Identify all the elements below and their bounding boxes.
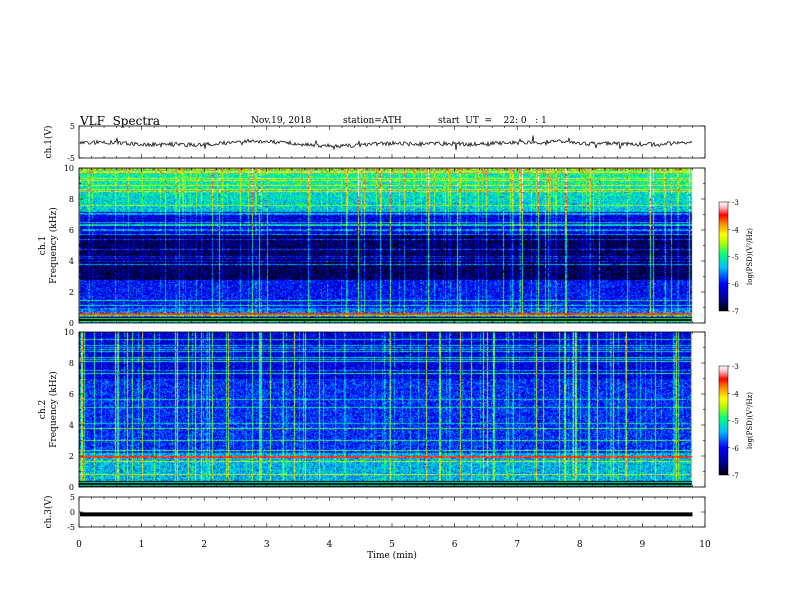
ch1-waveform-ylabel: ch.1(V) <box>43 126 54 159</box>
header-station: station=ATH <box>343 116 402 126</box>
ch3-waveform-ylabel-line: ch.3(V) <box>43 496 54 529</box>
ch1-spectrogram-ytick-label: 6 <box>69 226 74 235</box>
ch1-spectrogram-ytick-label: 0 <box>69 319 74 328</box>
ch3-waveform-xtick-label: 4 <box>327 540 333 550</box>
ch1-waveform-trace <box>79 135 693 151</box>
ch3-waveform-xtick-label: 8 <box>577 540 583 550</box>
ch1-spectrogram-ytick-label: 2 <box>69 288 74 297</box>
ch1-spectrogram-ylabel-line: ch.1 <box>38 236 48 255</box>
ch3-waveform-xtick-label: 6 <box>452 540 458 550</box>
ch2-spectrogram-colorbar-label: log(PSD)(V²/Hz) <box>746 392 754 449</box>
ch1-spectrogram-ytick-label: 10 <box>64 164 74 173</box>
ch2-spectrogram-colorbar-tick-label: -3 <box>732 363 739 371</box>
ch1-waveform-ytick-label: 5 <box>70 122 75 131</box>
ch2-spectrogram-ytick-label: 10 <box>64 328 74 337</box>
ch3-waveform-xtick-label: 0 <box>76 540 82 550</box>
ch2-spectrogram-colorbar-tick-label: -6 <box>732 445 739 453</box>
ch3-waveform-ytick-label: 0 <box>70 508 75 517</box>
ch3-waveform-xtick-label: 10 <box>699 540 711 550</box>
ch1-spectrogram-colorbar-tick-label: -7 <box>732 308 739 316</box>
ch2-spectrogram-ytick-label: 4 <box>69 421 74 430</box>
ch1-spectrogram-colorbar-tick-label: -4 <box>732 226 739 234</box>
ch2-spectrogram-colorbar-tick-label: -5 <box>732 418 739 426</box>
ch3-waveform-frame <box>78 496 706 528</box>
ch3-waveform-xlabel: Time (min) <box>367 550 417 561</box>
ch3-waveform-xtick-label: 7 <box>514 540 520 550</box>
ch1-spectrogram-colorbar-tick-label: -5 <box>732 254 739 262</box>
ch3-waveform-xtick-label: 9 <box>640 540 646 550</box>
ch3-waveform-xtick-label: 1 <box>139 540 145 550</box>
ch2-spectrogram-ytick-label: 2 <box>69 452 74 461</box>
ch1-spectrogram-ylabel: ch.1Frequency (kHz) <box>38 207 59 284</box>
header-date: Nov.19, 2018 <box>251 116 312 126</box>
ch1-spectrogram-ytick-label: 4 <box>69 257 74 266</box>
header-start-time: start UT = 22: 0 : 1 <box>438 116 547 126</box>
ch2-spectrogram-ytick-label: 0 <box>69 483 74 492</box>
ch1-spectrogram-ylabel-line: Frequency (kHz) <box>48 207 59 284</box>
ch2-spectrogram-ylabel-line: Frequency (kHz) <box>48 371 59 448</box>
ch2-spectrogram-heatmap <box>79 332 705 487</box>
ch1-spectrogram-colorbar-tick-label: -6 <box>732 281 739 289</box>
ch1-spectrogram-ytick-label: 8 <box>69 195 74 204</box>
ch3-waveform-ytick-label: -5 <box>67 523 75 532</box>
ch1-waveform-frame <box>78 125 706 159</box>
figure-title: VLF Spectra <box>80 114 161 128</box>
ch2-spectrogram-colorbar-tick-label: -7 <box>732 472 739 480</box>
ch2-spectrogram-colorbar-tick-label: -4 <box>732 390 739 398</box>
ch3-waveform-xtick-label: 5 <box>389 540 395 550</box>
ch2-spectrogram-ytick-label: 6 <box>69 390 74 399</box>
ch1-spectrogram-colorbar <box>718 201 729 312</box>
ch1-spectrogram-heatmap <box>79 168 705 323</box>
ch1-spectrogram-colorbar-tick-label: -3 <box>732 199 739 207</box>
ch2-spectrogram-ylabel-line: ch.2 <box>38 400 48 419</box>
ch2-spectrogram-colorbar <box>718 365 729 476</box>
ch1-waveform-ylabel-line: ch.1(V) <box>43 126 54 159</box>
ch3-waveform-xtick-label: 2 <box>201 540 207 550</box>
ch2-spectrogram-ylabel: ch.2Frequency (kHz) <box>38 371 59 448</box>
ch1-spectrogram-colorbar-label: log(PSD)(V²/Hz) <box>746 228 754 285</box>
ch3-waveform-ytick-label: 5 <box>70 493 75 502</box>
ch2-spectrogram-ytick-label: 8 <box>69 359 74 368</box>
ch3-waveform-xtick-label: 3 <box>264 540 270 550</box>
ch3-waveform-ylabel: ch.3(V) <box>43 496 54 529</box>
ch1-waveform-ytick-label: -5 <box>67 154 75 163</box>
